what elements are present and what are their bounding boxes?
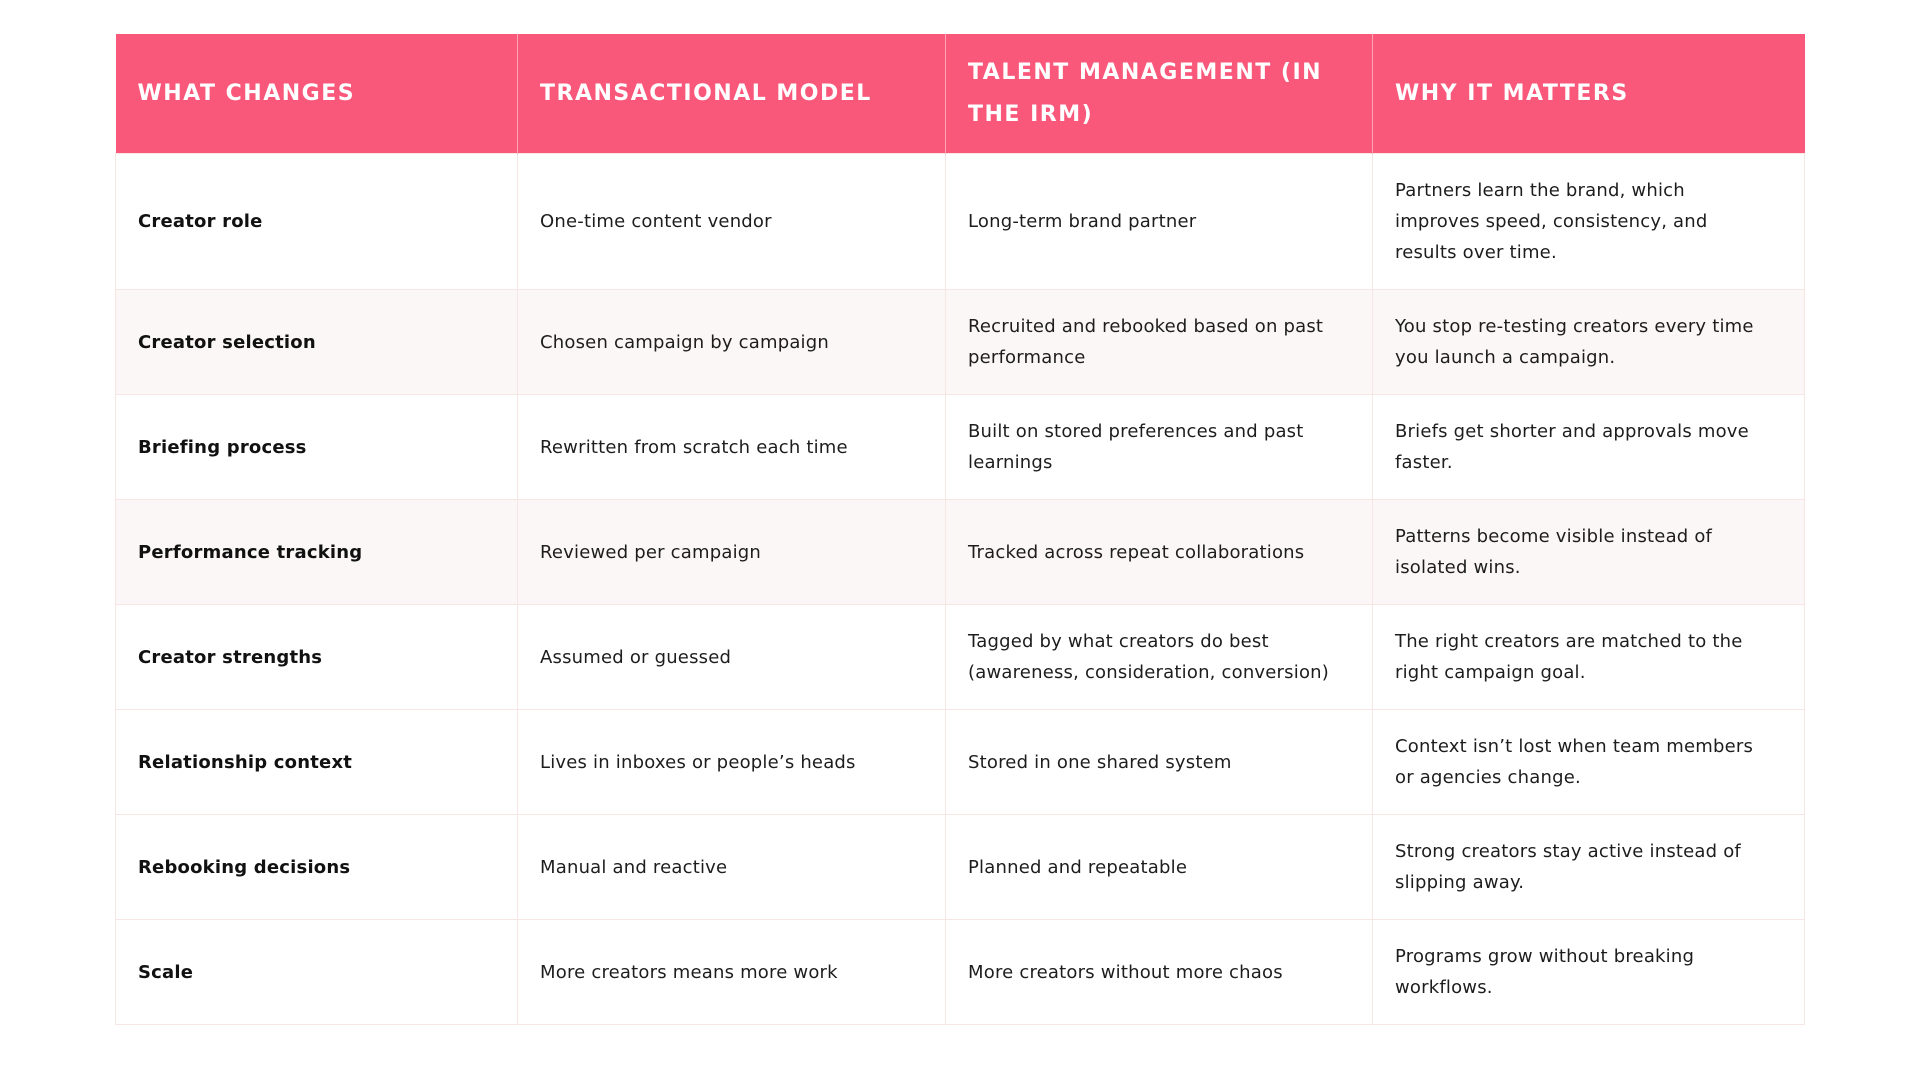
column-header-label: WHY IT MATTERS — [1395, 80, 1629, 106]
why-it-matters-cell: Patterns become visible instead of isola… — [1372, 499, 1805, 605]
row-label-cell: Relationship context — [115, 709, 518, 815]
why-it-matters-cell: Strong creators stay active instead of s… — [1372, 814, 1805, 920]
table-row: Scale More creators means more work More… — [115, 919, 1805, 1025]
column-header-what-changes: WHAT CHANGES — [115, 34, 518, 154]
transactional-model-cell: Chosen campaign by campaign — [517, 289, 946, 395]
talent-management-cell: Long-term brand partner — [945, 153, 1373, 290]
transactional-model-cell: Assumed or guessed — [517, 604, 946, 710]
talent-management-cell: Built on stored preferences and past lea… — [945, 394, 1373, 500]
column-header-why-it-matters: WHY IT MATTERS — [1372, 34, 1805, 154]
table-row: Relationship context Lives in inboxes or… — [115, 709, 1805, 815]
why-it-matters-cell: Partners learn the brand, which improves… — [1372, 153, 1805, 290]
column-header-label: WHAT CHANGES — [137, 80, 356, 106]
table-row: Creator selection Chosen campaign by cam… — [115, 289, 1805, 395]
table-row: Briefing process Rewritten from scratch … — [115, 394, 1805, 500]
column-header-label: TRANSACTIONAL MODEL — [540, 80, 872, 106]
row-label-cell: Scale — [115, 919, 518, 1025]
why-it-matters-cell: Programs grow without breaking workflows… — [1372, 919, 1805, 1025]
talent-management-cell: More creators without more chaos — [945, 919, 1373, 1025]
comparison-table-container: WHAT CHANGES TRANSACTIONAL MODEL TALENT … — [115, 34, 1805, 1025]
row-label-cell: Rebooking decisions — [115, 814, 518, 920]
table-row: Performance tracking Reviewed per campai… — [115, 499, 1805, 605]
header-row: WHAT CHANGES TRANSACTIONAL MODEL TALENT … — [115, 34, 1805, 154]
transactional-model-cell: Manual and reactive — [517, 814, 946, 920]
table-row: Creator strengths Assumed or guessed Tag… — [115, 604, 1805, 710]
transactional-model-cell: One-time content vendor — [517, 153, 946, 290]
row-label-cell: Briefing process — [115, 394, 518, 500]
transactional-model-cell: Rewritten from scratch each time — [517, 394, 946, 500]
table-header: WHAT CHANGES TRANSACTIONAL MODEL TALENT … — [115, 34, 1805, 154]
transactional-model-cell: Reviewed per campaign — [517, 499, 946, 605]
why-it-matters-cell: The right creators are matched to the ri… — [1372, 604, 1805, 710]
table-row: Creator role One-time content vendor Lon… — [115, 153, 1805, 290]
row-label-cell: Performance tracking — [115, 499, 518, 605]
comparison-table: WHAT CHANGES TRANSACTIONAL MODEL TALENT … — [115, 34, 1805, 1025]
row-label-cell: Creator selection — [115, 289, 518, 395]
table-row: Rebooking decisions Manual and reactive … — [115, 814, 1805, 920]
talent-management-cell: Tracked across repeat collaborations — [945, 499, 1373, 605]
talent-management-cell: Recruited and rebooked based on past per… — [945, 289, 1373, 395]
column-header-label: TALENT MANAGEMENT (IN THE IRM) — [968, 59, 1323, 127]
row-label-cell: Creator role — [115, 153, 518, 290]
table-body: Creator role One-time content vendor Lon… — [115, 153, 1805, 1025]
talent-management-cell: Stored in one shared system — [945, 709, 1373, 815]
column-header-talent-management: TALENT MANAGEMENT (IN THE IRM) — [945, 34, 1373, 154]
talent-management-cell: Planned and repeatable — [945, 814, 1373, 920]
row-label-cell: Creator strengths — [115, 604, 518, 710]
why-it-matters-cell: You stop re-testing creators every time … — [1372, 289, 1805, 395]
transactional-model-cell: Lives in inboxes or people’s heads — [517, 709, 946, 815]
transactional-model-cell: More creators means more work — [517, 919, 946, 1025]
why-it-matters-cell: Briefs get shorter and approvals move fa… — [1372, 394, 1805, 500]
talent-management-cell: Tagged by what creators do best (awarene… — [945, 604, 1373, 710]
why-it-matters-cell: Context isn’t lost when team members or … — [1372, 709, 1805, 815]
column-header-transactional-model: TRANSACTIONAL MODEL — [517, 34, 946, 154]
